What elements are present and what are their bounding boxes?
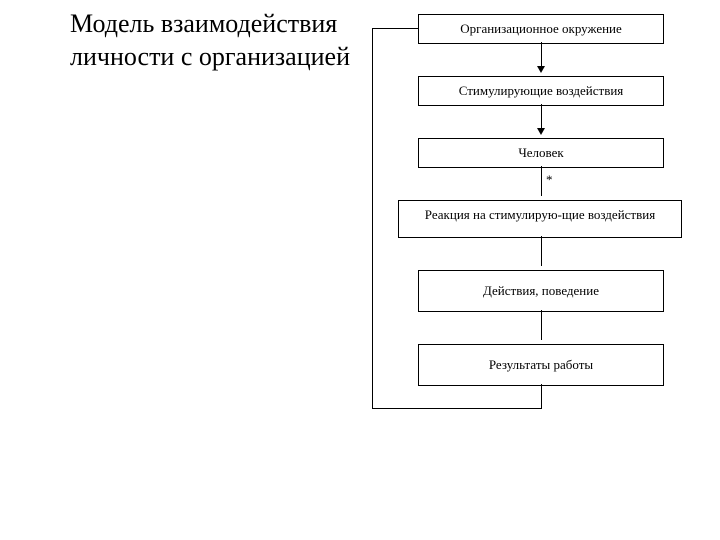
connector-line — [541, 166, 542, 196]
box-results: Результаты работы — [418, 344, 664, 386]
box-person: Человек — [418, 138, 664, 168]
box-stimuli: Стимулирующие воздействия — [418, 76, 664, 106]
feedback-line — [372, 408, 542, 409]
connector-line — [541, 236, 542, 266]
box-label: Человек — [518, 145, 563, 160]
box-actions: Действия, поведение — [418, 270, 664, 312]
feedback-line — [541, 384, 542, 408]
box-label: Действия, поведение — [483, 283, 599, 298]
arrow-down-icon — [537, 128, 545, 135]
box-label: Организационное окружение — [460, 21, 622, 36]
box-label: Результаты работы — [489, 357, 593, 372]
box-org-environment: Организационное окружение — [418, 14, 664, 44]
connector-line — [541, 104, 542, 130]
asterisk-marker: * — [546, 172, 553, 188]
box-label: Стимулирующие воздействия — [459, 83, 624, 98]
feedback-line — [372, 28, 373, 409]
box-label: Реакция на стимулирую-щие воздействия — [425, 207, 655, 222]
box-reaction: Реакция на стимулирую-щие воздействия — [398, 200, 682, 238]
arrow-down-icon — [537, 66, 545, 73]
connector-line — [541, 42, 542, 68]
page-title: Модель взаимодействия личности с организ… — [70, 8, 350, 73]
feedback-line — [372, 28, 418, 29]
connector-line — [541, 310, 542, 340]
